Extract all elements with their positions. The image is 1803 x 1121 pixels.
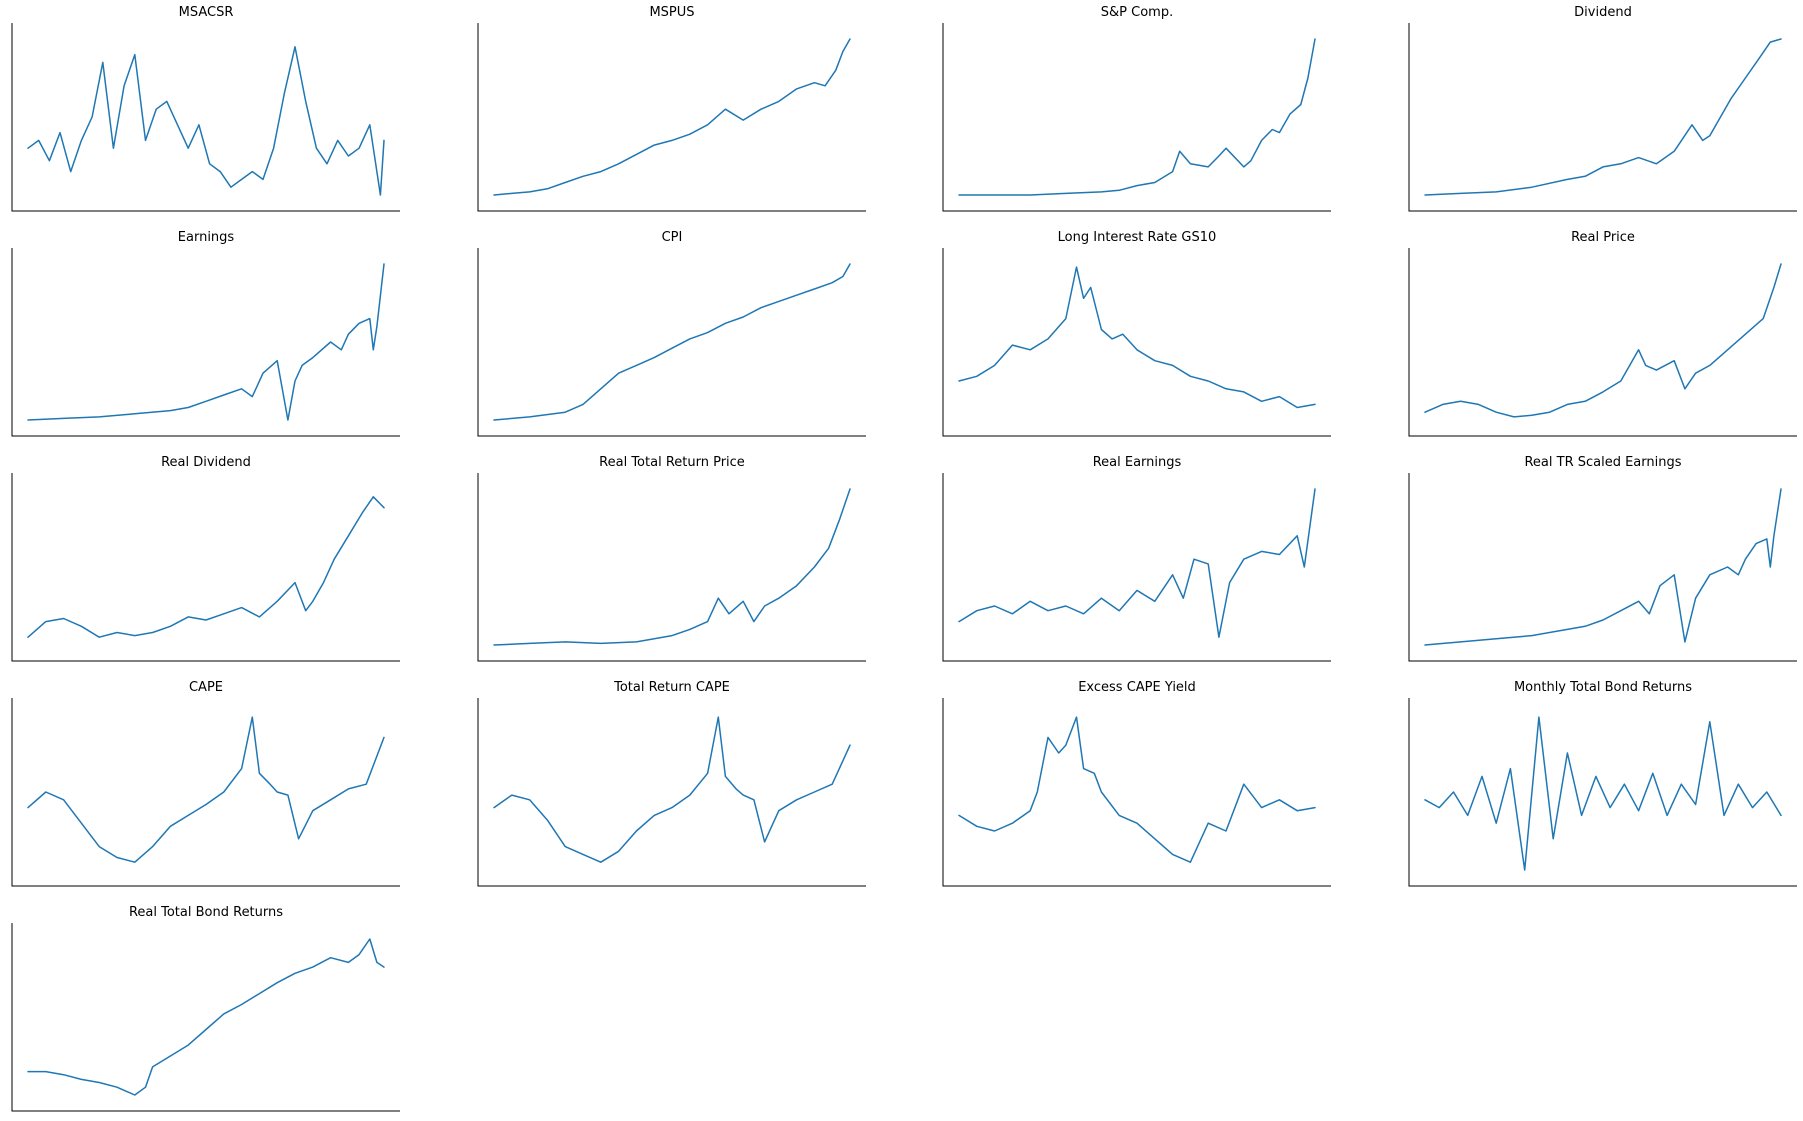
panel-msacsr: MSACSR [11, 5, 400, 212]
panel-title: Real Total Return Price [599, 455, 745, 470]
panel-real-total-return-price: Real Total Return Price [477, 455, 866, 662]
axis-spines [11, 923, 400, 1112]
series-line [1424, 716, 1782, 871]
panel-title: S&P Comp. [1101, 5, 1173, 20]
series-line [1424, 38, 1782, 196]
axis-spines [942, 698, 1331, 887]
axis-spines [942, 23, 1331, 212]
panel-title: MSPUS [649, 5, 694, 20]
panel-real-tr-scaled-earnings: Real TR Scaled Earnings [1408, 455, 1797, 662]
panel-long-interest-rate-gs10: Long Interest Rate GS10 [942, 230, 1331, 437]
panel-title: Earnings [178, 230, 235, 245]
panel-title: Excess CAPE Yield [1078, 680, 1196, 695]
axis-spines [1408, 473, 1797, 662]
axis-spines [477, 248, 866, 437]
axis-spines [1408, 248, 1797, 437]
axis-spines [11, 698, 400, 887]
series-line [27, 263, 385, 421]
series-line [958, 488, 1316, 638]
series-line [493, 488, 851, 646]
axis-spines [11, 473, 400, 662]
panel-title: Monthly Total Bond Returns [1514, 680, 1692, 695]
panel-title: Real Price [1571, 230, 1635, 245]
panel-total-return-cape: Total Return CAPE [477, 680, 866, 887]
panel-title: Long Interest Rate GS10 [1058, 230, 1217, 245]
series-line [27, 46, 385, 196]
series-line [958, 266, 1316, 409]
series-line [1424, 488, 1782, 646]
series-line [1424, 263, 1782, 418]
panel-monthly-total-bond-returns: Monthly Total Bond Returns [1408, 680, 1797, 887]
series-line [958, 716, 1316, 863]
panel-cpi: CPI [477, 230, 866, 437]
series-line [493, 263, 851, 421]
panel-title: Real Dividend [161, 455, 251, 470]
panel-title: Total Return CAPE [613, 680, 730, 695]
axis-spines [942, 473, 1331, 662]
panel-earnings: Earnings [11, 230, 400, 437]
panel-title: CPI [662, 230, 683, 245]
axis-spines [477, 473, 866, 662]
axis-spines [477, 698, 866, 887]
axis-spines [477, 23, 866, 212]
series-line [493, 716, 851, 863]
panel-title: CAPE [189, 680, 223, 695]
series-line [27, 938, 385, 1096]
panel-dividend: Dividend [1408, 5, 1797, 212]
panel-sandp-comp: S&P Comp. [942, 5, 1331, 212]
panel-real-price: Real Price [1408, 230, 1797, 437]
panel-title: Real TR Scaled Earnings [1524, 455, 1681, 470]
panel-title: Dividend [1574, 5, 1632, 20]
series-line [493, 38, 851, 196]
panel-real-total-bond-returns: Real Total Bond Returns [11, 905, 400, 1112]
series-line [27, 716, 385, 863]
panel-mspus: MSPUS [477, 5, 866, 212]
panel-real-earnings: Real Earnings [942, 455, 1331, 662]
panel-title: Real Earnings [1093, 455, 1182, 470]
panel-real-dividend: Real Dividend [11, 455, 400, 662]
axis-spines [1408, 23, 1797, 212]
series-line [27, 496, 385, 638]
axis-spines [942, 248, 1331, 437]
series-line [958, 38, 1316, 196]
axis-spines [1408, 698, 1797, 887]
panel-title: MSACSR [179, 5, 234, 20]
axis-spines [11, 23, 400, 212]
panel-cape: CAPE [11, 680, 400, 887]
panel-title: Real Total Bond Returns [129, 905, 283, 920]
axis-spines [11, 248, 400, 437]
panel-excess-cape-yield: Excess CAPE Yield [942, 680, 1331, 887]
